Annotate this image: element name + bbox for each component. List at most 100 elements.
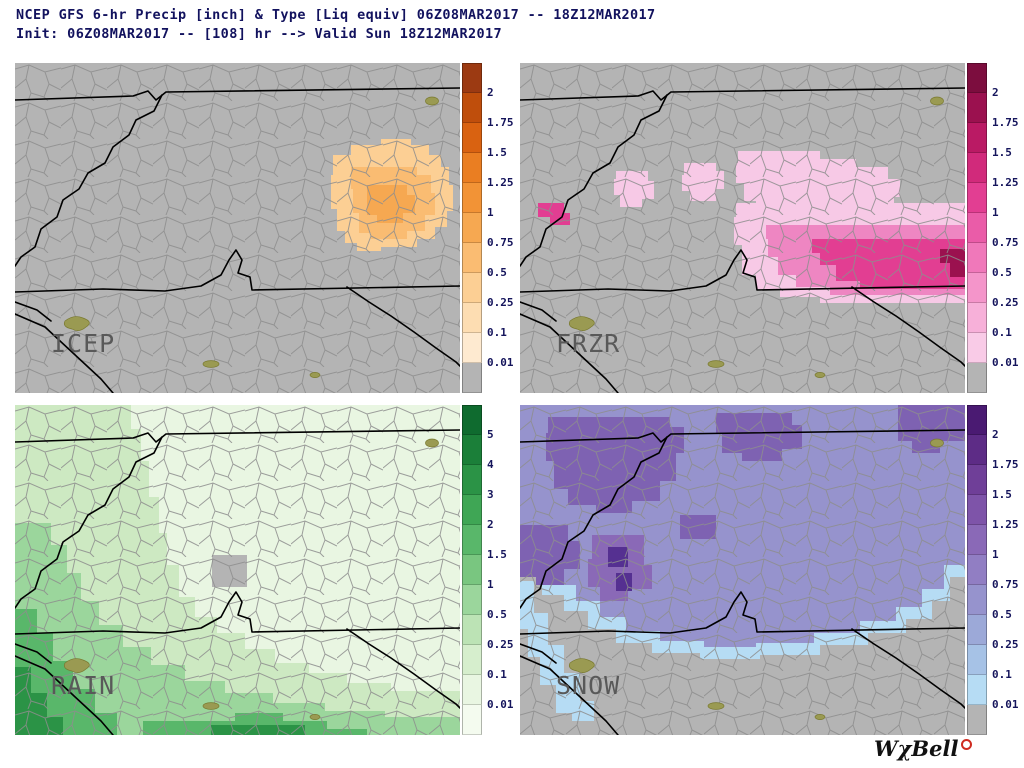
panel-label-icep: ICEP — [51, 329, 116, 358]
colorbar-cell — [462, 675, 482, 705]
map-panel-frzr: FRZR 2 1.75 1.5 1.25 1 0.75 0.5 0.25 0.1 0.01 — [520, 63, 1024, 393]
panel-label-snow: SNOW — [556, 671, 621, 700]
colorbar-tick: 1.75 — [992, 457, 1019, 471]
colorbar-tick: 1.5 — [992, 145, 1012, 159]
header-title-line2: Init: 06Z08MAR2017 -- [108] hr --> Valid… — [16, 26, 503, 42]
colorbar-cell — [967, 123, 987, 153]
colorbar-tick: 1.5 — [487, 547, 507, 561]
colorbar-tick: 3 — [487, 487, 494, 501]
colorbar-cell — [967, 405, 987, 435]
colorbar-tick: 4 — [487, 457, 494, 471]
colorbar-cell — [967, 585, 987, 615]
colorbar-cell — [967, 153, 987, 183]
colorbar-tick: 0.01 — [992, 355, 1019, 369]
colorbar-tick: 0.25 — [487, 295, 514, 309]
colorbar-tick: 2 — [487, 517, 494, 531]
frzr-colorbar: 2 1.75 1.5 1.25 1 0.75 0.5 0.25 0.1 0.01 — [967, 63, 1019, 393]
colorbar-cell — [462, 705, 482, 735]
colorbar-tick: 1 — [992, 205, 999, 219]
colorbar-cell — [967, 93, 987, 123]
colorbar-cell — [967, 213, 987, 243]
colorbar-cell — [967, 675, 987, 705]
colorbar-cell — [462, 555, 482, 585]
colorbar-cell — [462, 525, 482, 555]
colorbar-cell — [967, 243, 987, 273]
map-panel-icep: ICEP 2 1.75 1.5 1.25 1 0.75 0.5 0.25 0.1 0.01 — [15, 63, 525, 393]
rain-colorbar: 5 4 3 2 1.5 1 0.5 0.25 0.1 0.01 — [462, 405, 514, 735]
colorbar-tick: 0.75 — [487, 235, 514, 249]
colorbar-tick: 1 — [992, 547, 999, 561]
colorbar-tick: 0.5 — [992, 265, 1012, 279]
colorbar-tick: 0.25 — [487, 637, 514, 651]
colorbar-cell — [967, 465, 987, 495]
colorbar-tick: 1.75 — [487, 115, 514, 129]
county-lines — [520, 63, 965, 393]
colorbar-cell — [967, 645, 987, 675]
wxbell-logo-dot — [961, 739, 973, 750]
wxbell-logo-text: WχBell — [874, 736, 959, 761]
colorbar-tick: 0.5 — [487, 265, 507, 279]
county-lines — [15, 63, 460, 393]
colorbar-cell — [462, 465, 482, 495]
colorbar-cell — [462, 213, 482, 243]
colorbar-tick: 1.5 — [992, 487, 1012, 501]
frzr-map-svg — [520, 63, 965, 393]
map-panel-rain: RAIN 5 4 3 2 1.5 1 0.5 0.25 0.1 0.01 — [15, 405, 525, 735]
colorbar-cell — [967, 273, 987, 303]
colorbar-cell — [462, 333, 482, 363]
colorbar-cell — [967, 435, 987, 465]
map-panel-snow: SNOW 2 1.75 1.5 1.25 1 0.75 0.5 0.25 0.1 0.01 — [520, 405, 1024, 735]
icep-map-svg — [15, 63, 460, 393]
header-title-line1: NCEP GFS 6-hr Precip [inch] & Type [Liq … — [16, 7, 656, 23]
colorbar-tick: 1.75 — [992, 115, 1019, 129]
snow-map-svg — [520, 405, 965, 735]
colorbar-tick: 5 — [487, 427, 494, 441]
colorbar-cell — [462, 183, 482, 213]
colorbar-cell — [967, 525, 987, 555]
colorbar-tick: 0.75 — [992, 235, 1019, 249]
colorbar-tick: 0.25 — [992, 637, 1019, 651]
colorbar-cell — [967, 495, 987, 525]
colorbar-cell — [967, 555, 987, 585]
colorbar-cell — [462, 303, 482, 333]
colorbar-tick: 1.5 — [487, 145, 507, 159]
colorbar-cell — [462, 405, 482, 435]
colorbar-tick: 0.5 — [487, 607, 507, 621]
colorbar-cell — [967, 615, 987, 645]
colorbar-cell — [462, 585, 482, 615]
colorbar-cell — [967, 705, 987, 735]
colorbar-tick: 1.25 — [992, 175, 1019, 189]
colorbar-cell — [462, 615, 482, 645]
colorbar-tick: 0.01 — [487, 697, 514, 711]
colorbar-cell — [967, 63, 987, 93]
colorbar-cell — [462, 273, 482, 303]
colorbar-cell — [462, 363, 482, 393]
colorbar-tick: 0.01 — [487, 355, 514, 369]
colorbar-tick: 0.75 — [992, 577, 1019, 591]
colorbar-tick: 1 — [487, 577, 494, 591]
colorbar-tick: 0.01 — [992, 697, 1019, 711]
colorbar-cell — [967, 363, 987, 393]
colorbar-tick: 1 — [487, 205, 494, 219]
panel-label-frzr: FRZR — [556, 329, 621, 358]
panel-label-rain: RAIN — [51, 671, 116, 700]
colorbar-tick: 0.1 — [992, 667, 1012, 681]
colorbar-cell — [967, 333, 987, 363]
colorbar-tick: 2 — [992, 427, 999, 441]
colorbar-cell — [462, 123, 482, 153]
colorbar-tick: 0.1 — [487, 667, 507, 681]
colorbar-tick: 0.1 — [992, 325, 1012, 339]
colorbar-cell — [462, 243, 482, 273]
colorbar-tick: 0.25 — [992, 295, 1019, 309]
colorbar-cell — [462, 63, 482, 93]
colorbar-cell — [462, 435, 482, 465]
colorbar-cell — [462, 93, 482, 123]
rain-map-svg — [15, 405, 460, 735]
wxbell-logo: WχBell — [874, 736, 973, 761]
colorbar-tick: 0.5 — [992, 607, 1012, 621]
colorbar-cell — [462, 645, 482, 675]
county-lines — [520, 405, 965, 735]
icep-colorbar: 2 1.75 1.5 1.25 1 0.75 0.5 0.25 0.1 0.01 — [462, 63, 514, 393]
colorbar-cell — [462, 153, 482, 183]
colorbar-tick: 2 — [992, 85, 999, 99]
